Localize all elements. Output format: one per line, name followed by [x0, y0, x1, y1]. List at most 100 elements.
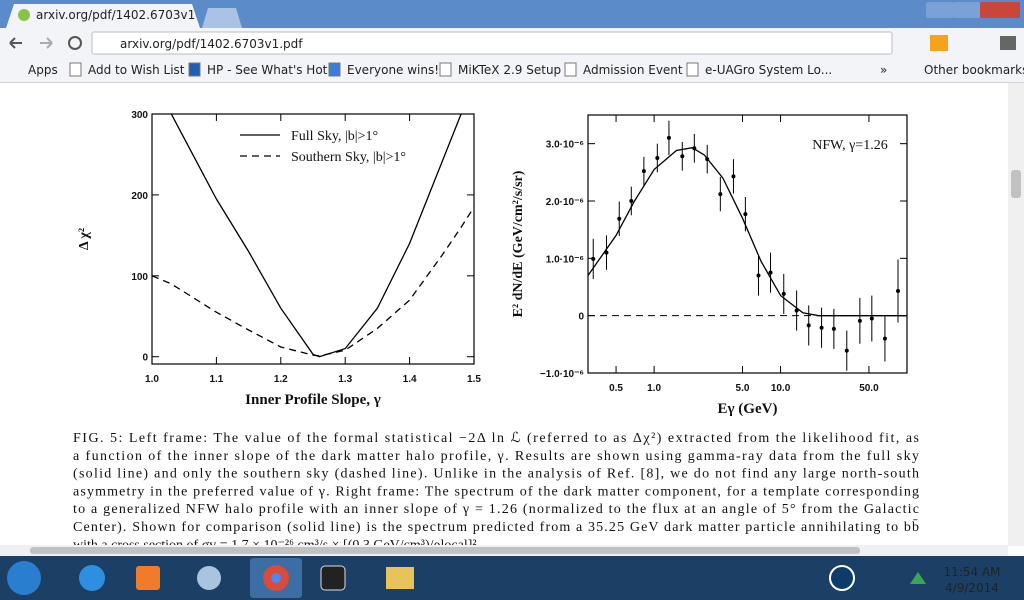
explorer-like-icon[interactable]: [320, 565, 346, 591]
tab-title[interactable]: arxiv.org/pdf/1402.6703v1: [36, 8, 195, 22]
legend-label: Full Sky, |b|>1°: [291, 129, 378, 144]
y-tick-label: 1.0·10⁻⁶: [546, 254, 584, 265]
forward-button[interactable]: [40, 37, 53, 49]
bookmark-icon: [188, 62, 201, 77]
bookmark-icon: [686, 62, 699, 77]
app-icon[interactable]: [197, 566, 221, 590]
data-point: [896, 289, 901, 294]
data-point: [831, 326, 836, 331]
ie-icon[interactable]: [79, 565, 105, 591]
clock-time[interactable]: 11:54 AM: [944, 565, 1001, 579]
start-button[interactable]: [7, 561, 41, 595]
back-button[interactable]: [9, 37, 22, 49]
plot-frame: [587, 114, 908, 374]
data-point: [655, 156, 660, 160]
caption-line: (solid line) and only the southern sky (…: [73, 467, 919, 482]
x-tick-label: 50.0: [859, 383, 879, 394]
scroll-thumb[interactable]: [1011, 170, 1021, 198]
y-tick-label: 100: [131, 272, 148, 283]
x-tick-label: 1.2: [274, 374, 288, 385]
chrome-icon-center: [271, 573, 281, 583]
drive-icon[interactable]: [910, 572, 926, 584]
address-bar[interactable]: [91, 31, 893, 55]
maximize-button[interactable]: [954, 2, 980, 18]
h-scroll-thumb[interactable]: [30, 547, 860, 554]
y-tick-label: 2.0·10⁻⁶: [546, 197, 584, 208]
data-point: [591, 256, 596, 261]
help-icon[interactable]: [829, 565, 855, 591]
bookmark[interactable]: Admission Event: [583, 63, 683, 77]
url[interactable]: arxiv.org/pdf/1402.6703v1.pdf: [120, 37, 303, 51]
data-point: [819, 325, 824, 330]
reload-button[interactable]: [68, 36, 82, 50]
y-tick-label: 0: [142, 353, 148, 364]
data-point: [743, 212, 748, 217]
bookmark[interactable]: »: [880, 63, 887, 77]
caption-line: asymmetry in the preferred value of γ. R…: [73, 484, 919, 499]
data-point: [844, 348, 849, 353]
caption-line: a function of the inner slope of the dar…: [73, 449, 919, 464]
y-tick-label: −1.0·10⁻⁶: [540, 369, 584, 380]
bookmark-icon: [439, 62, 452, 77]
bookmark[interactable]: HP - See What's Hot: [207, 63, 328, 77]
data-point: [718, 192, 723, 197]
data-point: [731, 174, 736, 179]
legend-label: Southern Sky, |b|>1°: [291, 150, 406, 165]
tab[interactable]: [6, 4, 200, 28]
data-point: [629, 199, 634, 203]
x-tick-label: 5.0: [736, 383, 750, 394]
bookmark[interactable]: MiKTeX 2.9 Setup: [458, 63, 561, 77]
data-point: [666, 135, 671, 140]
bookmark-icon: [328, 62, 341, 77]
separator: [0, 82, 1024, 83]
x-tick-label: 1.3: [338, 374, 352, 385]
media-icon[interactable]: [136, 566, 160, 590]
bookmark[interactable]: Everyone wins!: [347, 63, 439, 77]
other-bookmarks[interactable]: Other bookmarks: [924, 63, 1024, 77]
data-point: [604, 250, 609, 255]
caption-line: Center). Shown for comparison (solid lin…: [73, 519, 919, 535]
x-tick-label: 1.0: [145, 374, 159, 385]
y-tick-label: 300: [131, 110, 148, 121]
clock-date[interactable]: 4/9/2014: [945, 581, 999, 595]
x-tick-label: 0.5: [609, 383, 623, 394]
extension-icon[interactable]: [930, 35, 948, 51]
menu-button[interactable]: [1000, 36, 1016, 50]
bookmarks-bar: [0, 58, 1024, 82]
plot-frame: [151, 113, 475, 365]
data-point: [869, 316, 874, 321]
data-point: [617, 216, 622, 221]
annotation: NFW, γ=1.26: [812, 138, 887, 153]
bookmark[interactable]: Add to Wish List: [88, 63, 185, 77]
data-point: [692, 146, 697, 151]
caption-line: FIG. 5: Left frame: The value of the for…: [73, 431, 919, 446]
data-point: [680, 154, 685, 159]
bookmark-icon: [69, 62, 82, 77]
data-point: [781, 291, 786, 296]
y-axis-label: E² dN/dE (GeV/cm²/s/sr): [511, 170, 526, 317]
bookmark[interactable]: Apps: [28, 63, 58, 77]
x-axis-label: Inner Profile Slope, γ: [245, 392, 381, 408]
data-point: [882, 336, 887, 341]
x-tick-label: 1.1: [209, 374, 223, 385]
data-point: [857, 318, 862, 323]
folder-icon[interactable]: [386, 567, 414, 589]
data-point: [705, 157, 710, 162]
minimize-button[interactable]: [926, 2, 954, 18]
y-tick-label: 200: [131, 191, 148, 202]
pdf-page: [0, 83, 1008, 546]
x-tick-label: 1.4: [403, 374, 417, 385]
close-button[interactable]: [980, 2, 1020, 18]
x-tick-label: 10.0: [771, 383, 791, 394]
caption-line: with a cross section of σv = 1.7 × 10⁻²⁶…: [73, 538, 477, 553]
vertical-scrollbar[interactable]: [1008, 83, 1024, 546]
plot-area: [152, 114, 474, 358]
data-point: [756, 273, 761, 278]
y-axis-label: Δ χ²: [77, 228, 92, 250]
bookmark[interactable]: e-UAGro System Lo...: [705, 63, 832, 77]
data-point: [806, 323, 811, 328]
new-tab[interactable]: [202, 8, 242, 28]
data-point: [794, 308, 799, 313]
